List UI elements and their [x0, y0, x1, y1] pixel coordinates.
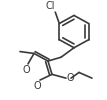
Text: Cl: Cl	[45, 1, 55, 11]
Text: O: O	[67, 73, 75, 83]
Text: O: O	[33, 82, 41, 92]
Text: O: O	[22, 65, 30, 75]
